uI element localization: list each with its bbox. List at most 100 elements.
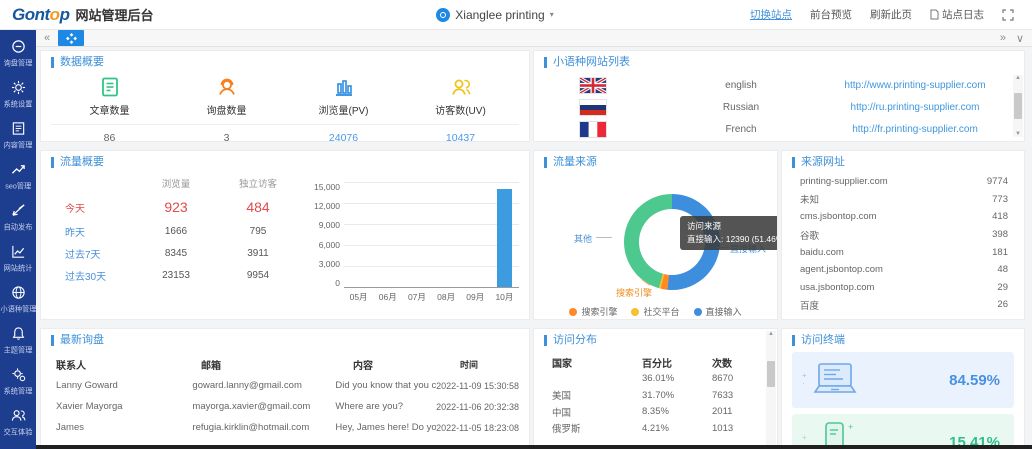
refresh-page-link[interactable]: 刷新此页 <box>870 9 912 21</box>
stats-icon <box>11 245 24 258</box>
inquiry-row[interactable]: James refugia.kirklin@hotmail.com Hey, J… <box>51 417 519 438</box>
inquiry-content: Did you know that you could ... <box>335 380 437 391</box>
sidebar-item-site-stats[interactable]: 网站统计 <box>0 239 36 280</box>
brand-wordmark: Gontop <box>12 4 70 24</box>
scrollbar-vertical[interactable]: ▲▼ <box>1013 75 1023 137</box>
sidebar-item-languages[interactable]: 小语种管理 <box>0 280 36 321</box>
traffic-table-header: 浏览量 独立访客 <box>65 172 306 194</box>
tabs-menu-caret[interactable]: ∨ <box>1015 32 1024 45</box>
tabs-scroll-right[interactable]: » <box>999 32 1006 44</box>
source-name: baidu.com <box>800 246 844 258</box>
country: 美国 <box>552 391 572 403</box>
monthly-bar-chart: 15,000 12,000 9,000 6,000 3,000 0 05月 06月 07月 08… <box>306 172 519 303</box>
percentage: 4.21% <box>642 422 669 434</box>
lang-site-url[interactable]: http://ru.printing-supplier.com <box>850 101 980 113</box>
source-count: 418 <box>992 211 1008 223</box>
traffic-row-today: 今天 923 484 <box>65 199 270 215</box>
tooltip-value: 直接输入: 12390 (51.46%) <box>687 233 778 244</box>
scroll-down-arrow[interactable]: ▼ <box>1015 131 1021 137</box>
pie-label-search: 搜索引擎 <box>616 288 653 298</box>
sidebar-item-auto-publish[interactable]: 自动发布 <box>0 198 36 239</box>
lang-site-url[interactable]: http://www.printing-supplier.com <box>844 79 986 91</box>
source-name: agent.jsbontop.com <box>800 264 883 276</box>
source-name: usa.jsbontop.com <box>800 281 875 293</box>
app-title: 网站管理后台 <box>75 7 154 23</box>
distribution-row: 俄罗斯 4.21% 1013 <box>544 420 767 437</box>
legend-item[interactable]: 直接输入 <box>693 305 742 318</box>
inquiry-time: 2022-11-05 18:23:08 <box>436 422 519 433</box>
lang-site-url[interactable]: http://fr.printing-supplier.com <box>852 123 978 135</box>
col-unique-visitors: 独立访客 <box>238 179 277 190</box>
panel-lang-sites: 小语种网站列表 english http://www.printing-supp… <box>533 50 1025 142</box>
frontend-preview-link[interactable]: 前台预览 <box>810 9 852 21</box>
scroll-thumb[interactable] <box>1014 93 1022 119</box>
panel-visit-distribution: 访问分布 国家 百分比 次数 36.01% 8670 <box>533 328 778 449</box>
stat-value-uv[interactable]: 10437 <box>445 132 476 142</box>
site-switcher[interactable]: Xianglee printing ▾ <box>240 7 750 22</box>
window-bottom-edge <box>36 445 1032 449</box>
sidebar-item-content[interactable]: 内容管理 <box>0 116 36 157</box>
legend-item[interactable]: 社交平台 <box>631 305 680 318</box>
chart-tooltip: 访问来源 直接输入: 12390 (51.46%) <box>680 216 778 250</box>
source-count: 181 <box>992 246 1008 258</box>
stat-value-pv[interactable]: 24076 <box>328 132 359 142</box>
inquiry-email: goward.lanny@gmail.com <box>192 380 302 391</box>
sidebar-item-interaction[interactable]: 交互体验 <box>0 403 36 444</box>
source-count: 26 <box>997 299 1008 311</box>
lang-name: Russian <box>722 101 760 113</box>
source-count: 48 <box>997 264 1008 276</box>
sidebar-item-theme[interactable]: 主题管理 <box>0 321 36 362</box>
tab-bar: « » ∨ <box>36 30 1032 47</box>
panel-title: 流量来源 <box>544 157 767 168</box>
panel-title: 来源网址 <box>792 157 1014 168</box>
gear-icon <box>11 80 25 95</box>
inquiries-table-header: 联系人 邮箱 内容 时间 <box>56 360 479 372</box>
visitors-icon <box>451 79 471 95</box>
source-url-row: 谷歌 398 <box>792 226 1014 244</box>
fullscreen-icon[interactable] <box>1002 8 1014 21</box>
panel-title: 流量概要 <box>51 157 519 168</box>
switch-site-link[interactable]: 切换站点 <box>750 9 792 21</box>
tab-dashboard[interactable] <box>58 30 85 46</box>
content-doc-icon <box>12 122 24 135</box>
legend-dot <box>693 307 702 316</box>
pie-legend[interactable]: 搜索引擎 社交平台 直接输入 <box>544 305 767 318</box>
panel-latest-inquiries: 最新询盘 联系人 邮箱 内容 时间 Lanny Goward goward.l <box>40 328 530 449</box>
scroll-up-arrow[interactable]: ▲ <box>1015 75 1021 81</box>
lang-site-row-russian: Russian http://ru.printing-supplier.com <box>544 96 1014 118</box>
site-log-link[interactable]: 站点日志 <box>930 7 984 22</box>
percentage: 36.01% <box>642 373 675 385</box>
sidebar-item-system-settings[interactable]: 系统设置 <box>0 75 36 116</box>
panel-title: 小语种网站列表 <box>544 57 1014 68</box>
legend-item[interactable]: 搜索引擎 <box>569 305 617 318</box>
sidebar-item-system-mgmt[interactable]: 系统管理 <box>0 362 36 403</box>
scrollbar-vertical[interactable]: ▲▼ <box>766 331 776 449</box>
source-url-row: agent.jsbontop.com 48 <box>792 261 1014 279</box>
legend-dot <box>631 307 640 316</box>
inquiry-row[interactable]: Lanny Goward goward.lanny@gmail.com Did … <box>51 375 519 396</box>
lang-name: French <box>725 123 757 135</box>
inquiry-contact: Lanny Goward <box>56 380 118 391</box>
sidebar-item-seo[interactable]: seo管理 <box>0 157 36 198</box>
percentage: 8.35% <box>642 406 669 418</box>
country: 俄罗斯 <box>552 424 581 436</box>
dashboard-grid: 数据概要 文章数量 询盘数量 浏览量(PV) <box>36 47 1032 449</box>
inquiry-row[interactable]: Xavier Mayorga mayorga.xavier@gmail.com … <box>51 396 519 417</box>
panel-title: 最新询盘 <box>51 335 519 346</box>
inquiry-contact: Xavier Mayorga <box>56 401 123 412</box>
sidebar-item-inquiry[interactable]: 询盘管理 <box>0 34 36 75</box>
document-icon <box>930 9 939 20</box>
stat-pageviews: 浏览量(PV) <box>285 76 402 117</box>
lang-site-row-english: english http://www.printing-supplier.com <box>544 74 1014 96</box>
lang-site-list: english http://www.printing-supplier.com… <box>544 74 1014 140</box>
source-count: 29 <box>997 281 1008 293</box>
tabs-scroll-left[interactable]: « <box>44 32 51 44</box>
site-name: Xianglee printing <box>455 7 545 22</box>
stat-cards: 文章数量 询盘数量 浏览量(PV) 访客数(UV) <box>51 76 519 117</box>
scroll-up-arrow[interactable]: ▲ <box>768 331 774 337</box>
pie-label-other: 其他 <box>574 234 593 244</box>
source-count: 773 <box>992 193 1008 205</box>
gear-tools-icon <box>11 368 25 382</box>
scroll-thumb[interactable] <box>767 361 775 387</box>
source-name: 百度 <box>800 300 820 312</box>
